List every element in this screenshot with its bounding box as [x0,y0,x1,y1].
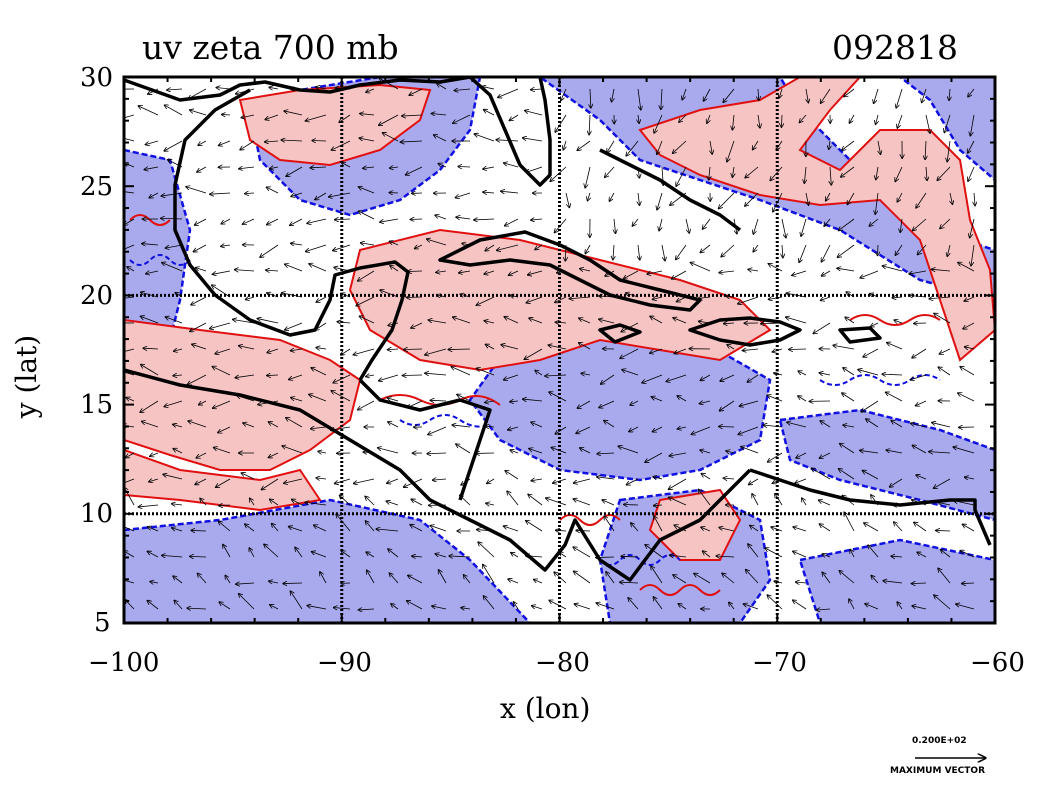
wind-vector [458,166,470,167]
y-tick-label: 30 [80,63,113,93]
y-axis-label: y (lat) [10,335,43,418]
wind-vector [936,530,950,531]
y-tick-label: 25 [80,172,113,202]
wind-vector [407,297,422,298]
x-tick-label: −90 [317,648,372,678]
wind-vector [222,114,230,115]
y-tick-label: 5 [94,608,111,638]
x-tick-label: −80 [535,648,590,678]
wind-vector [408,271,422,272]
y-tick-label: 10 [80,499,113,529]
date-label: 092818 [832,28,958,67]
wind-vector [283,583,302,584]
wind-vector [719,426,734,427]
legend-value: 0.200E+02 [912,736,967,746]
wind-vector [624,504,638,505]
x-tick-label: −70 [752,648,807,678]
x-tick-label: −100 [88,648,159,678]
x-tick-label: −60 [970,648,1025,678]
x-axis-label: x (lon) [500,692,590,725]
wind-vector [267,375,278,376]
y-tick-label: 20 [80,281,113,311]
legend-caption: MAXIMUM VECTOR [890,766,985,776]
chart-title: uv zeta 700 mb [142,28,399,67]
wind-vector [404,349,422,350]
wind-vector [403,375,422,376]
y-tick-label: 15 [80,390,113,420]
wind-vector [191,530,206,531]
